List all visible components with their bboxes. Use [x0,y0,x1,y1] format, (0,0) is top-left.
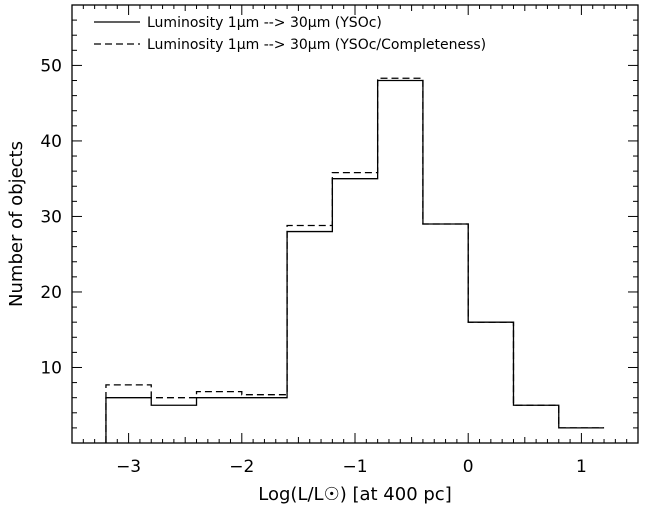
tick-labels: −3 −2 −1 0 1 10 20 30 40 50 [40,56,586,477]
series-layer [105,77,605,443]
legend-label: Luminosity 1μm --> 30μm (YSOc/Completene… [147,37,486,53]
x-tick-label: 0 [463,457,474,477]
y-tick-label: 40 [40,132,62,152]
x-tick-label: −2 [229,457,254,477]
histogram-series-solid [105,79,605,443]
x-tick-label: −3 [116,457,141,477]
legend: Luminosity 1μm --> 30μm (YSOc) Luminosity… [94,15,486,53]
x-axis-label: Log(L/L☉) [at 400 pc] [258,484,451,505]
x-tick-label: 1 [576,457,587,477]
y-tick-label: 20 [40,283,62,303]
legend-label: Luminosity 1μm --> 30μm (YSOc) [147,15,382,31]
y-tick-label: 10 [40,358,62,378]
plot-frame [71,4,639,444]
x-tick-label: −1 [342,457,367,477]
y-axis-label: Number of objects [6,141,27,307]
tick-marks [72,5,638,443]
histogram-series-dashed [105,77,605,443]
y-tick-label: 50 [40,56,62,76]
y-tick-label: 30 [40,207,62,227]
